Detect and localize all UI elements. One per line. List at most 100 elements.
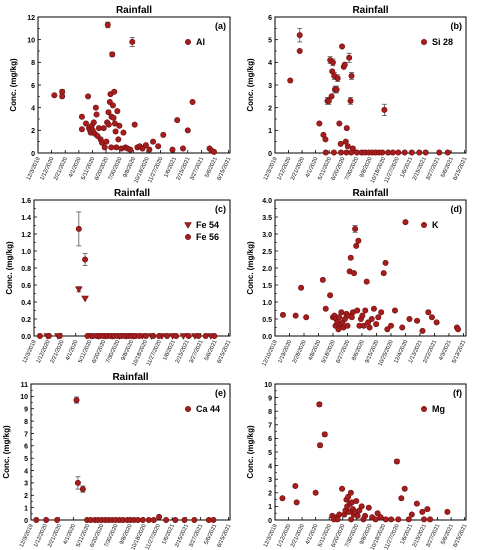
data-point (336, 120, 343, 127)
y-axis-label: Conc. (mg/kg) (246, 425, 255, 479)
data-point (160, 131, 167, 138)
data-point (164, 332, 171, 339)
y-tick-label: 0.5 (262, 317, 272, 324)
data-point (347, 254, 354, 261)
data-point (145, 516, 152, 523)
data-point (336, 314, 343, 321)
y-tick-label: 0.0 (21, 334, 31, 341)
x-tick-label: 4/1/2020 (305, 156, 320, 178)
data-point (374, 510, 381, 517)
data-point (351, 270, 358, 277)
y-tick-label: 10 (27, 37, 35, 44)
data-point (360, 322, 367, 329)
x-tick-label: 12/10/2019 (262, 339, 279, 367)
panel-c: Rainfall (c) Conc. (mg/kg) 0.0 0.2 0.4 0.6 0.8 1… (5, 188, 232, 367)
y-tick-label: 6 (268, 436, 272, 443)
data-point (414, 317, 421, 324)
data-point (365, 504, 372, 511)
data-point (354, 307, 361, 314)
y-tick-label: 5 (24, 456, 28, 463)
data-point (444, 149, 451, 156)
data-point (378, 309, 385, 316)
y-tick-label: 8 (268, 409, 272, 416)
data-point (401, 485, 408, 492)
panel-d: Rainfall (d) Conc. (mg/kg) 0.0 0.5 1.0 1.5 2.0 2… (246, 188, 467, 367)
y-tick-label: 8 (31, 60, 35, 67)
y-tick-label: 7 (268, 423, 272, 430)
y-tick-label: 1 (268, 128, 272, 135)
data-point (33, 516, 40, 523)
x-tick-label: 10/25/2020 (378, 339, 395, 367)
data-point (316, 120, 323, 127)
y-tick-label: 0.0 (262, 334, 272, 341)
y-tick-label: 7 (24, 431, 28, 438)
data-point (360, 516, 367, 523)
x-tick-label: 4/1/2020 (63, 523, 78, 545)
data-point (327, 292, 334, 299)
data-point (75, 286, 83, 294)
data-point (109, 102, 116, 109)
data-point (381, 106, 388, 113)
data-point (363, 278, 370, 285)
data-point (45, 332, 52, 339)
data-point (316, 401, 323, 408)
y-tick-label: 1 (268, 504, 272, 511)
data-point (359, 312, 366, 319)
data-point (110, 114, 117, 121)
data-point (56, 332, 63, 339)
data-point (184, 127, 191, 134)
chart-title: Rainfall (112, 372, 148, 383)
y-tick-label: 9 (268, 395, 272, 402)
legend-marker (184, 222, 192, 229)
data-point (105, 109, 112, 116)
data-point (84, 332, 91, 339)
x-tick-label: 3/27/2021 (189, 156, 205, 181)
x-tick-label: 4/3/2021 (438, 339, 453, 361)
x-tick-label: 3/27/2021 (425, 156, 441, 181)
x-tick-label: 7/30/2020 (344, 156, 360, 181)
x-tick-label: 3/27/2021 (188, 523, 204, 548)
data-point (399, 324, 406, 331)
data-point (78, 113, 85, 120)
data-point (345, 493, 352, 500)
data-point (93, 111, 100, 118)
data-point (298, 284, 305, 291)
y-tick-label: 4 (268, 60, 272, 67)
chart-title: Rainfall (352, 188, 388, 199)
data-point (173, 332, 180, 339)
data-point (127, 146, 134, 153)
data-point (74, 479, 81, 486)
data-point (402, 219, 409, 226)
y-axis-label: Conc. (mg/kg) (9, 58, 18, 112)
x-tick-label: 6/20/2020 (89, 523, 105, 548)
data-point (150, 332, 157, 339)
legend-label: Mg (432, 404, 445, 414)
data-point (296, 47, 303, 54)
data-point (384, 326, 391, 333)
x-tick-label: 9/8/2020 (120, 339, 135, 361)
data-point (353, 497, 360, 504)
data-point (211, 332, 218, 339)
y-tick-label: 0.2 (21, 317, 31, 324)
x-tick-label: 4/1/2020 (68, 156, 83, 178)
data-point (181, 516, 188, 523)
data-point (422, 149, 429, 156)
data-point (210, 516, 217, 523)
panel-label: (a) (215, 21, 226, 31)
data-point (54, 516, 61, 523)
data-point (195, 332, 202, 339)
x-tick-label: 7/30/2020 (105, 339, 121, 364)
y-tick-label: 10 (264, 382, 272, 389)
data-point (292, 312, 299, 319)
data-point (388, 516, 395, 523)
panel-b: Rainfall(b)Conc. (mg/kg)012345612/3/2019… (246, 5, 468, 184)
x-tick-label: 9/8/2020 (359, 523, 374, 545)
y-axis-label: Conc. (mg/kg) (246, 241, 255, 295)
x-tick-label: 2/21/2020 (53, 156, 69, 181)
data-point (348, 314, 355, 321)
x-tick-label: 4/1/2020 (65, 339, 80, 361)
x-tick-label: 11/27/2020 (146, 339, 163, 367)
y-tick-label: 0.8 (21, 266, 31, 273)
data-point (103, 138, 110, 145)
y-tick-label: 3.0 (262, 232, 272, 239)
